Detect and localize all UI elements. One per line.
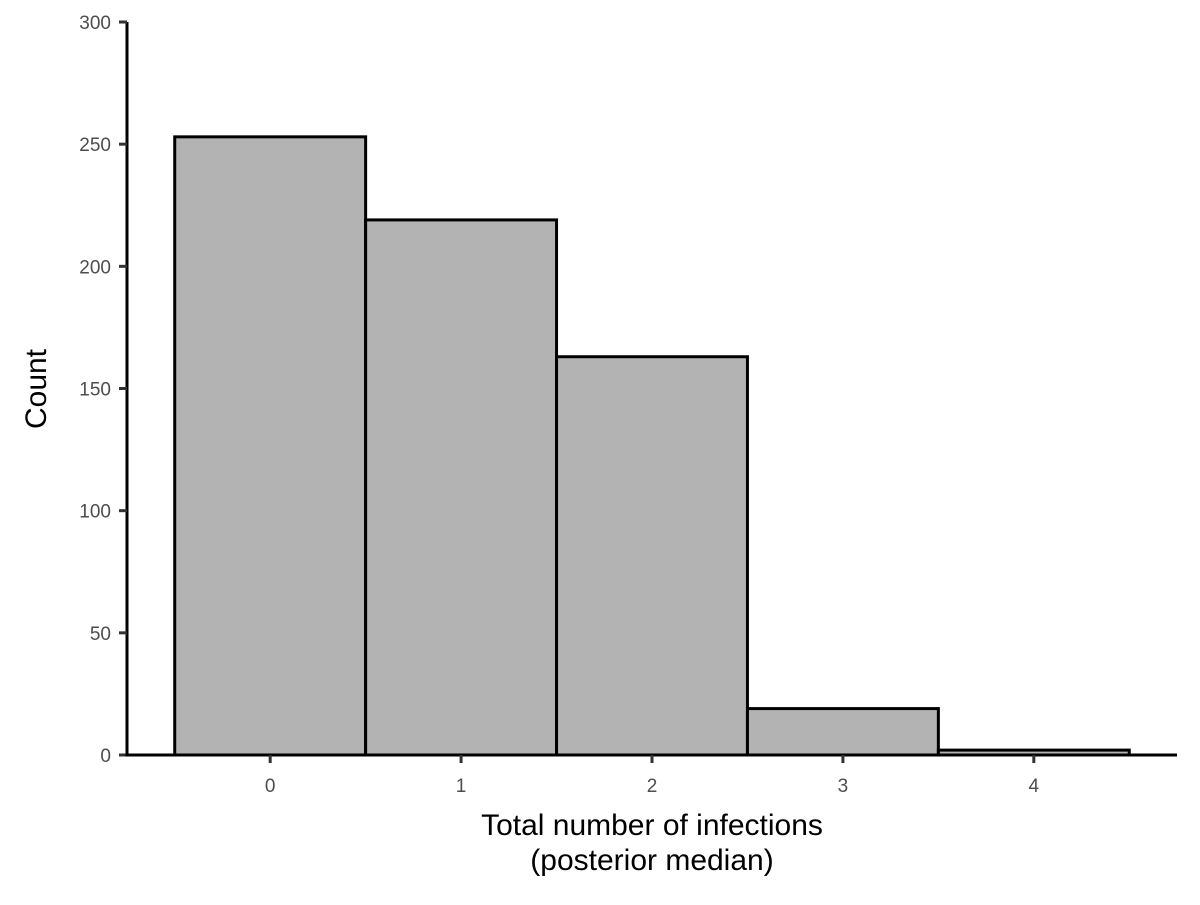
x-tick-label-4: 4 — [1029, 776, 1040, 797]
x-axis: 0 1 2 3 4 — [125, 753, 1177, 797]
x-tick-label-2: 2 — [647, 776, 658, 797]
x-tick-label-3: 3 — [838, 776, 849, 797]
x-axis-title-line-2: (posterior median) — [530, 844, 773, 877]
bars-group — [173, 135, 1131, 757]
y-tick-label-100: 100 — [79, 502, 111, 523]
y-tick-label-250: 250 — [79, 135, 111, 156]
x-tick-label-0: 0 — [265, 776, 276, 797]
bar-2 — [555, 355, 749, 757]
y-tick-label-200: 200 — [79, 257, 111, 278]
y-tick-label-50: 50 — [90, 624, 111, 645]
y-tick-label-300: 300 — [79, 13, 111, 34]
y-axis-title: Count — [20, 348, 53, 429]
bar-1 — [364, 218, 559, 757]
y-tick-label-0: 0 — [100, 746, 111, 767]
bar-3 — [745, 707, 940, 757]
y-tick-label-150: 150 — [79, 380, 111, 401]
x-tick-label-1: 1 — [456, 776, 467, 797]
bar-0 — [173, 135, 368, 757]
y-axis: 0 50 100 150 200 250 300 — [79, 13, 129, 767]
x-axis-title-line-1: Total number of infections — [481, 809, 823, 842]
